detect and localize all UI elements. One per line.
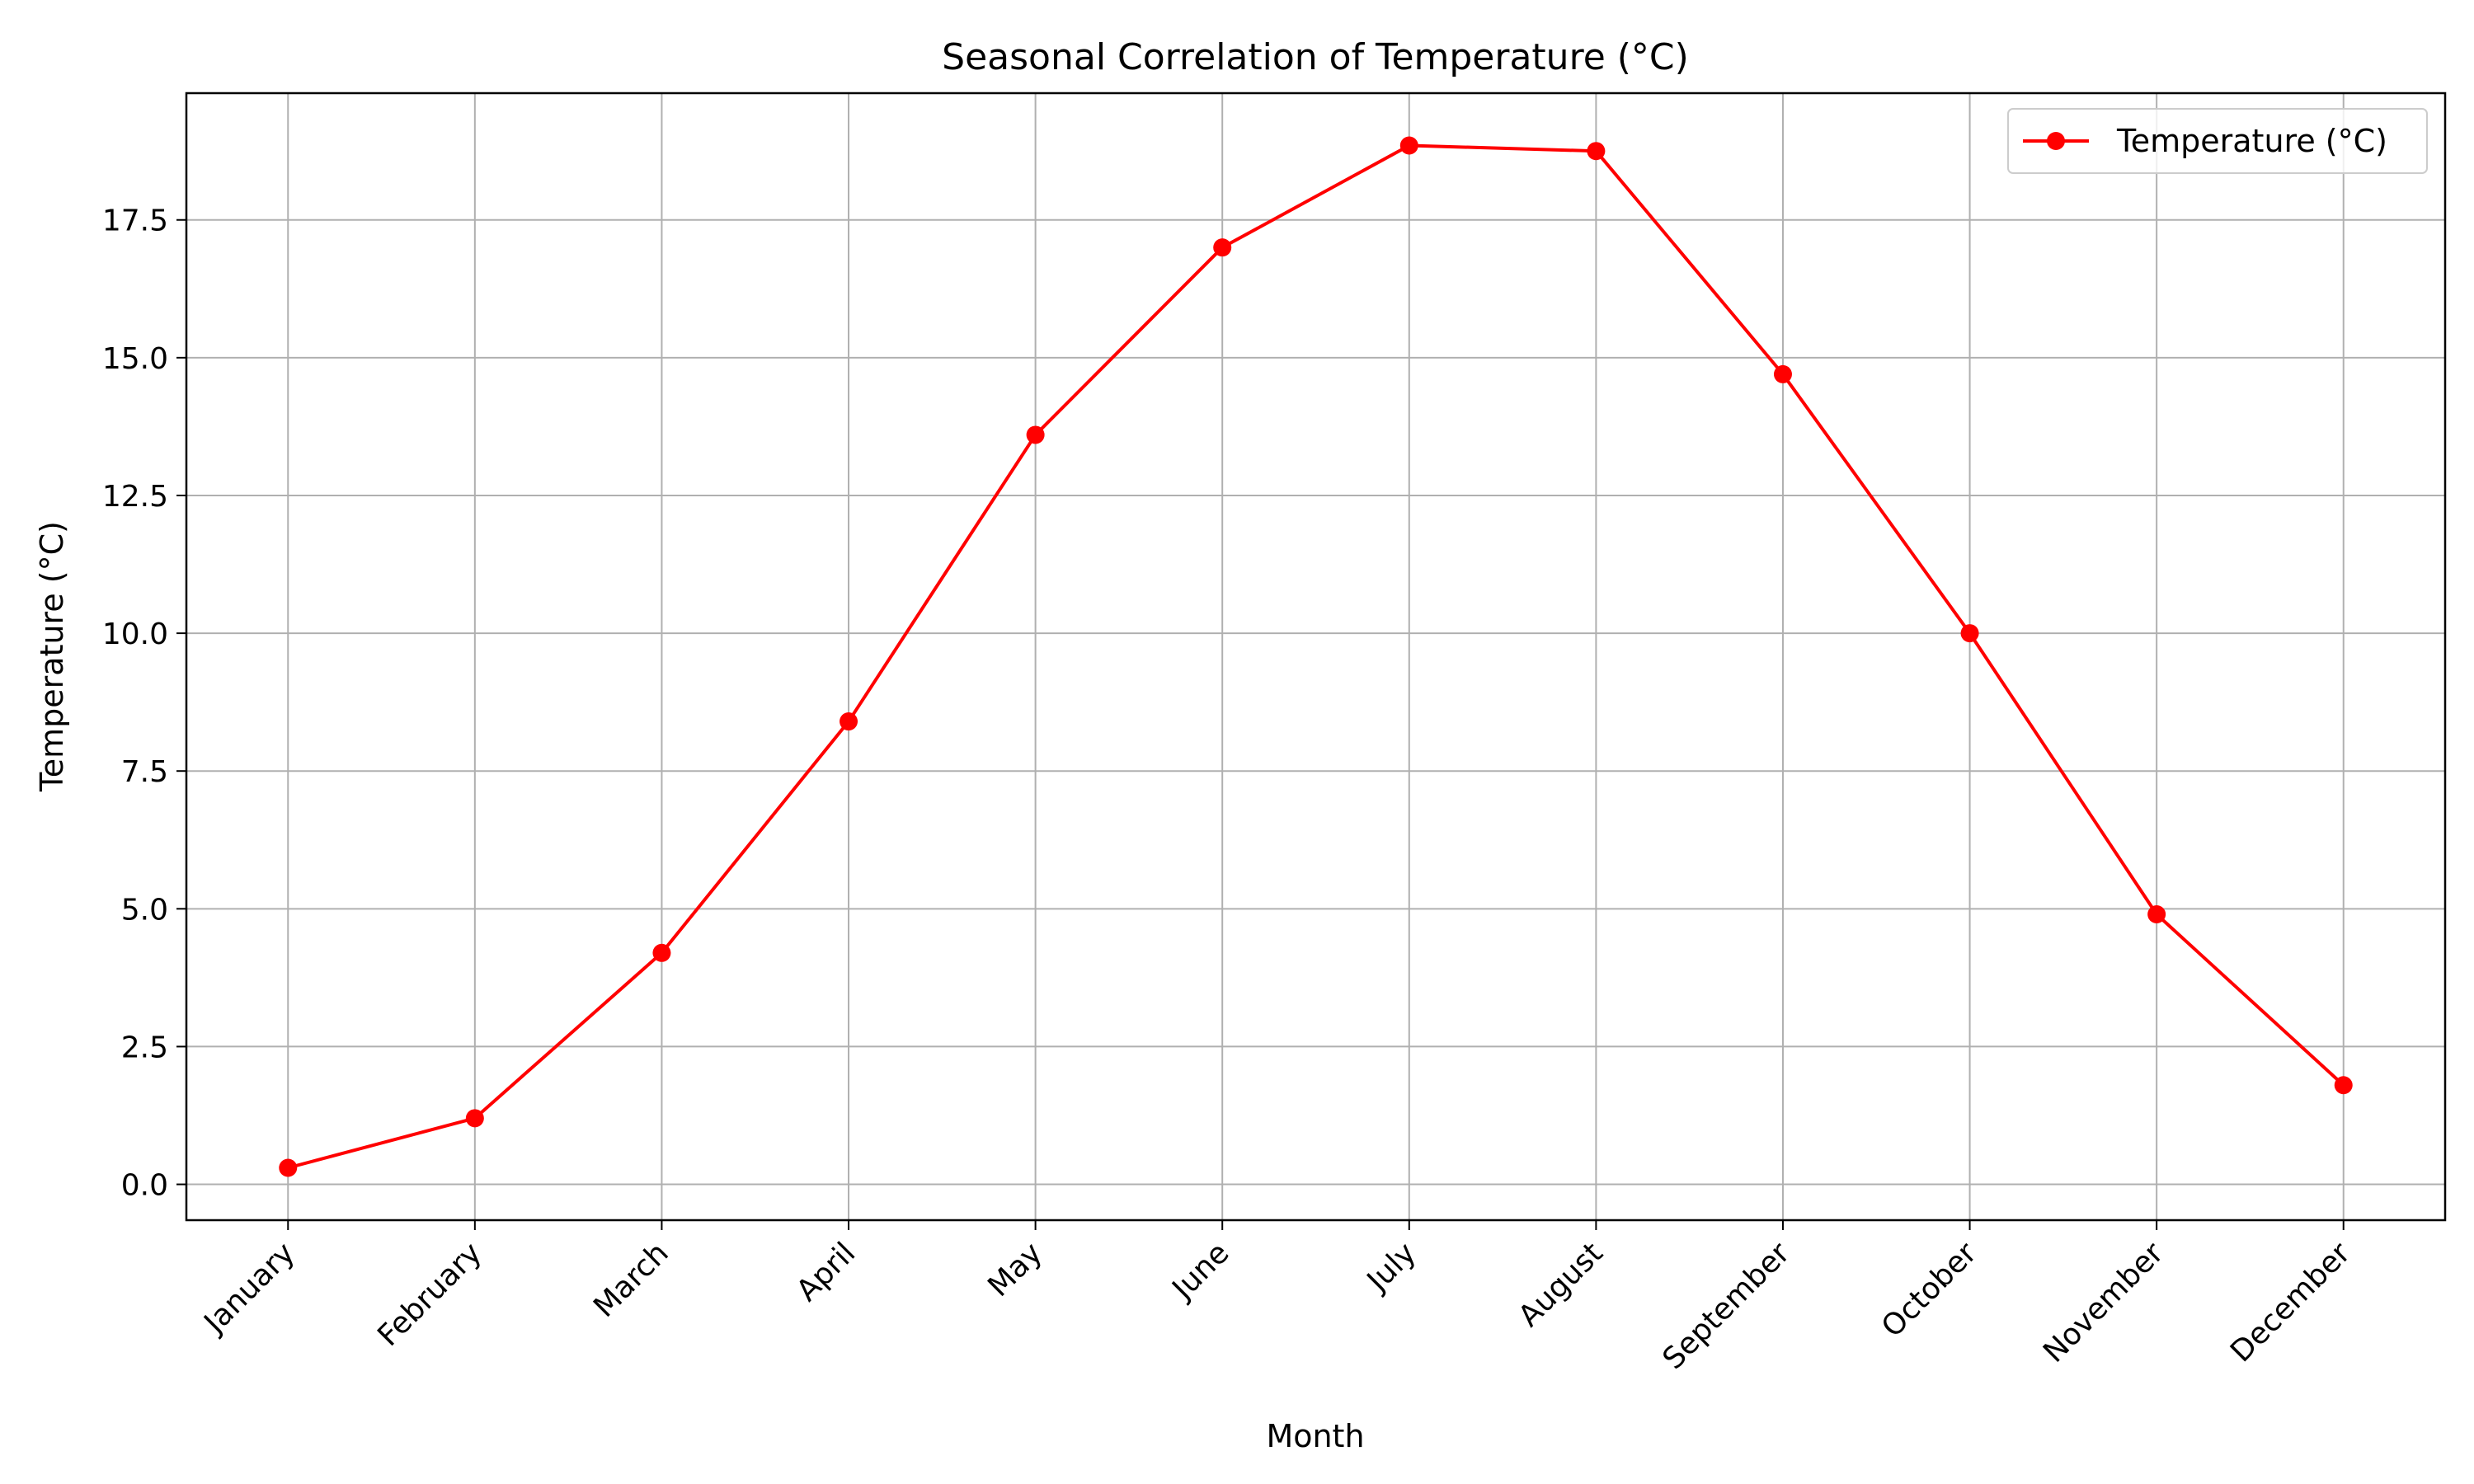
chart-title: Seasonal Correlation of Temperature (°C): [942, 36, 1689, 78]
y-tick-label: 17.5: [102, 204, 168, 238]
legend: Temperature (°C): [2007, 108, 2428, 174]
data-point-july: [1399, 136, 1418, 155]
data-point-september: [1773, 364, 1792, 383]
x-axis-label: Month: [1266, 1418, 1364, 1454]
data-point-march: [652, 943, 671, 962]
y-tick-label: 7.5: [121, 755, 168, 789]
data-point-january: [279, 1158, 298, 1177]
y-tick-label: 10.0: [102, 618, 168, 651]
series-line: [287, 143, 2345, 1170]
data-point-june: [1213, 238, 1232, 257]
legend-box: [2007, 108, 2428, 174]
y-tick-label: 2.5: [121, 1031, 168, 1064]
y-axis-ticks: 0.0 2.5 5.0 7.5 10.0 12.5 15.0 17.5: [102, 204, 186, 1203]
series-layer: [279, 136, 2353, 1177]
y-axis-label: Temperature (°C): [34, 521, 70, 792]
data-point-august: [1587, 142, 1606, 161]
y-tick-label: 12.5: [102, 480, 168, 514]
legend-marker: [2047, 132, 2065, 150]
data-point-december: [2334, 1076, 2353, 1095]
data-point-november: [2147, 905, 2166, 924]
legend-label: Temperature (°C): [2116, 123, 2387, 159]
y-tick-label: 15.0: [102, 342, 168, 376]
data-point-april: [840, 712, 858, 731]
data-point-october: [1960, 624, 1979, 643]
y-tick-label: 0.0: [121, 1169, 168, 1203]
grid-lines: [186, 93, 2445, 1220]
y-tick-label: 5.0: [121, 893, 168, 927]
data-point-may: [1026, 425, 1045, 444]
plot-frame: [185, 92, 2447, 1222]
data-point-february: [465, 1109, 484, 1128]
